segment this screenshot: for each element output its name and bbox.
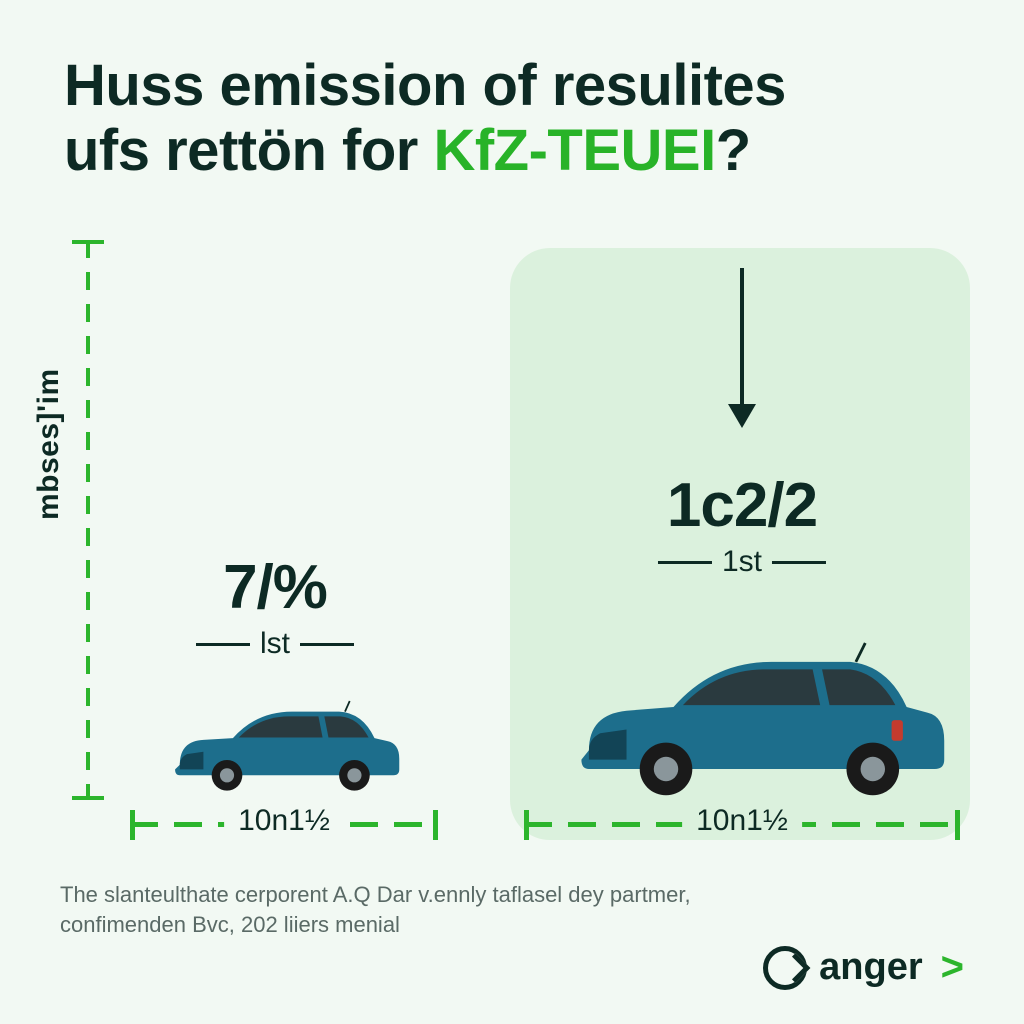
brand-chevron-icon: > <box>941 945 964 990</box>
infographic-title: Huss emission of resulites ufs rettön fo… <box>64 54 976 184</box>
value-right-sub: 1st <box>722 545 762 579</box>
car-right-icon <box>572 628 948 797</box>
title-line2-pre: ufs rettön for <box>64 118 433 183</box>
value-left-bar-l <box>196 643 250 646</box>
brand-name: anger <box>819 946 922 989</box>
title-line1: Huss emission of resulites <box>64 53 786 118</box>
brand-logo: anger > <box>763 945 964 990</box>
footnote-line2: confimenden Bvc, 202 liiers menial <box>60 912 400 937</box>
x-axis-right: 10n1½ <box>524 810 960 850</box>
value-block-right: 1c2/2 1st <box>658 470 826 579</box>
y-axis-label: mbses]'im <box>32 368 66 520</box>
x-axis-left: 10n1½ <box>130 810 438 850</box>
value-right-bar-l <box>658 561 712 564</box>
brand-mark-icon <box>763 946 807 990</box>
value-right: 1c2/2 <box>658 470 826 541</box>
footnote-line1: The slanteulthate cerporent A.Q Dar v.en… <box>60 882 691 907</box>
x-axis-left-label: 10n1½ <box>224 804 344 838</box>
footnote: The slanteulthate cerporent A.Q Dar v.en… <box>60 880 964 939</box>
value-left-bar-r <box>300 643 354 646</box>
value-left: 7/% <box>196 552 354 623</box>
title-highlight: KfZ-TEUEI <box>433 118 715 183</box>
car-left-icon <box>168 688 404 794</box>
y-axis-line <box>86 240 90 800</box>
value-block-left: 7/% lst <box>196 552 354 661</box>
x-axis-right-label: 10n1½ <box>682 804 802 838</box>
y-axis-cap-bottom <box>72 796 104 800</box>
value-right-bar-r <box>772 561 826 564</box>
value-left-sub: lst <box>260 627 290 661</box>
title-line2-post: ? <box>716 118 751 183</box>
